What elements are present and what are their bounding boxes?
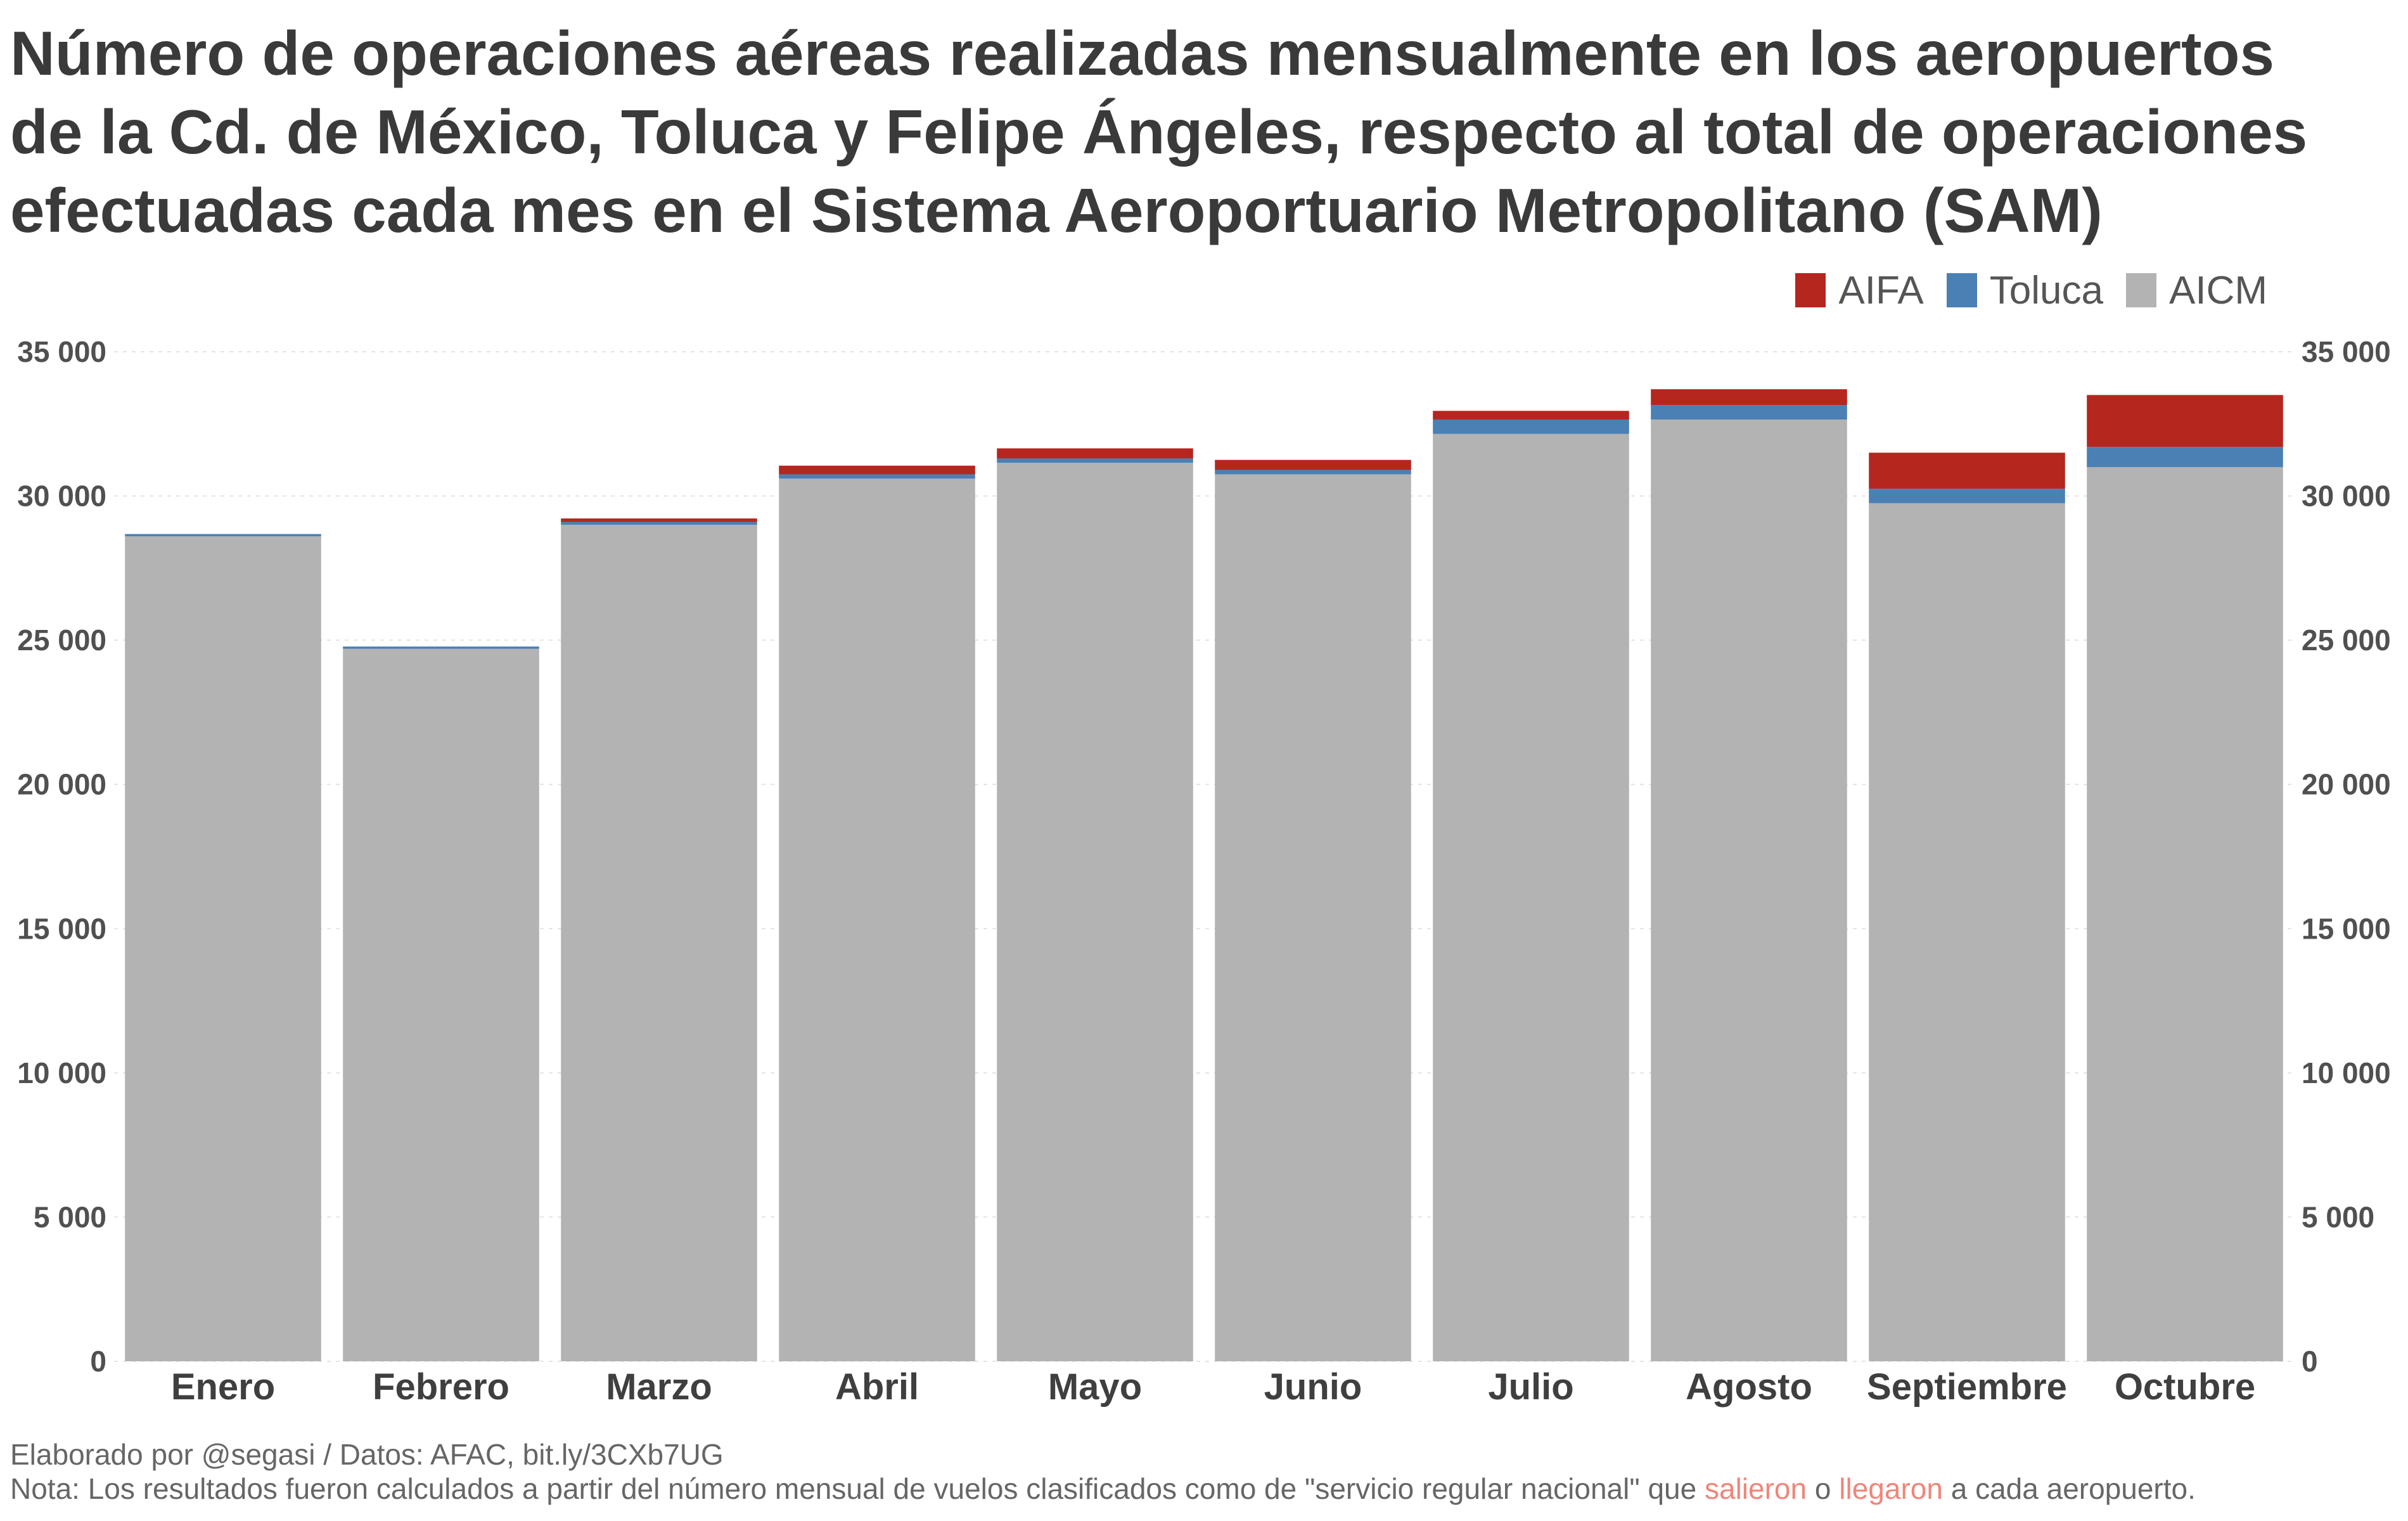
chart-area: 0 5 000 10 000 15 000 20 000 25 000 30 000 35 0…: [17, 335, 2391, 1408]
y-axis-right: 0 5 000 10 000 15 000 20 000 25 000 30 000 35 0…: [2302, 335, 2391, 1378]
bar-aifa-mayo: [997, 448, 1193, 459]
bar-toluca-abril: [779, 474, 975, 479]
bar-aicm-octubre: [2087, 467, 2283, 1361]
bar-aicm-abril: [779, 478, 975, 1361]
legend-item-aifa: AIFA: [1795, 268, 1924, 313]
bar-aicm-enero: [125, 536, 321, 1361]
bar-aifa-julio: [1433, 411, 1629, 420]
bar-aicm-mayo: [997, 463, 1193, 1361]
y-tick-label-left: 15 000: [17, 912, 106, 945]
bar-toluca-mayo: [997, 458, 1193, 463]
y-tick-label-left: 25 000: [17, 624, 106, 657]
bar-aicm-julio: [1433, 433, 1629, 1361]
y-axis-left: 0 5 000 10 000 15 000 20 000 25 000 30 000 35 0…: [17, 335, 106, 1378]
legend-item-toluca: Toluca: [1946, 268, 2103, 313]
legend: AIFA Toluca AICM: [1795, 266, 2267, 314]
bar-aicm-junio: [1215, 474, 1411, 1361]
bar-aifa-septiembre: [1869, 452, 2065, 489]
bar-toluca-enero: [125, 534, 321, 537]
bars: [125, 389, 2283, 1362]
legend-swatch-aicm: [2126, 273, 2156, 307]
footer: Elaborado por @segasi / Datos: AFAC, bit…: [10, 1437, 2196, 1506]
x-tick-label-octubre: Octubre: [2115, 1366, 2255, 1408]
y-tick-label-left: 10 000: [17, 1056, 106, 1089]
legend-swatch-aifa: [1795, 273, 1826, 307]
note-line: Nota: Los resultados fueron calculados a…: [10, 1472, 2196, 1506]
bar-toluca-febrero: [343, 646, 539, 649]
x-tick-label-febrero: Febrero: [373, 1366, 509, 1408]
bar-toluca-julio: [1433, 419, 1629, 434]
legend-label-toluca: Toluca: [1989, 268, 2103, 312]
bar-aifa-marzo: [561, 518, 757, 522]
y-tick-label-left: 0: [90, 1345, 106, 1378]
note-text-start: Nota: Los resultados fueron calculados a…: [10, 1472, 1705, 1505]
y-tick-label-right: 20 000: [2302, 768, 2391, 801]
x-tick-label-enero: Enero: [171, 1366, 275, 1408]
x-tick-label-septiembre: Septiembre: [1867, 1366, 2067, 1408]
note-text-o: o: [1807, 1472, 1840, 1505]
x-tick-label-julio: Julio: [1488, 1366, 1573, 1408]
bar-aicm-marzo: [561, 525, 757, 1361]
y-tick-label-right: 30 000: [2302, 480, 2391, 513]
y-tick-label-right: 25 000: [2302, 624, 2391, 657]
x-tick-label-mayo: Mayo: [1048, 1366, 1142, 1408]
bar-toluca-agosto: [1651, 405, 1847, 420]
y-tick-label-left: 30 000: [17, 480, 106, 513]
y-tick-label-right: 5 000: [2302, 1200, 2374, 1233]
note-text-end: a cada aeropuerto.: [1942, 1472, 2196, 1505]
bar-toluca-marzo: [561, 522, 757, 525]
legend-item-aicm: AICM: [2126, 268, 2267, 313]
bar-aicm-septiembre: [1869, 503, 2065, 1362]
legend-label-aifa: AIFA: [1838, 268, 1924, 312]
y-tick-label-left: 20 000: [17, 768, 106, 801]
bar-aicm-febrero: [343, 648, 539, 1361]
bar-aifa-junio: [1215, 459, 1411, 470]
y-tick-label-left: 35 000: [17, 335, 106, 368]
bar-toluca-septiembre: [1869, 489, 2065, 503]
x-tick-label-abril: Abril: [835, 1366, 919, 1408]
x-tick-label-junio: Junio: [1264, 1366, 1362, 1408]
bar-toluca-junio: [1215, 470, 1411, 475]
chart-title: Número de operaciones aéreas realizadas …: [10, 18, 2308, 245]
note-highlight-salieron: salieron: [1705, 1472, 1807, 1505]
bar-aifa-abril: [779, 465, 975, 475]
note-highlight-llegaron: llegaron: [1839, 1472, 1943, 1505]
legend-label-aicm: AICM: [2169, 268, 2267, 312]
credit-line: Elaborado por @segasi / Datos: AFAC, bit…: [10, 1438, 724, 1471]
x-axis: Enero Febrero Marzo Abril Mayo Junio Julio Agos…: [171, 1366, 2255, 1408]
y-tick-label-left: 5 000: [34, 1200, 106, 1233]
x-tick-label-agosto: Agosto: [1686, 1366, 1812, 1408]
bar-toluca-octubre: [2087, 447, 2283, 468]
y-tick-label-right: 35 000: [2302, 335, 2391, 368]
y-tick-label-right: 10 000: [2302, 1056, 2391, 1089]
bar-aifa-octubre: [2087, 395, 2283, 447]
legend-swatch-toluca: [1946, 273, 1977, 307]
y-tick-label-right: 15 000: [2302, 912, 2391, 945]
bar-aifa-agosto: [1651, 389, 1847, 406]
x-tick-label-marzo: Marzo: [606, 1366, 712, 1408]
y-tick-label-right: 0: [2302, 1345, 2318, 1378]
bar-aicm-agosto: [1651, 419, 1847, 1362]
